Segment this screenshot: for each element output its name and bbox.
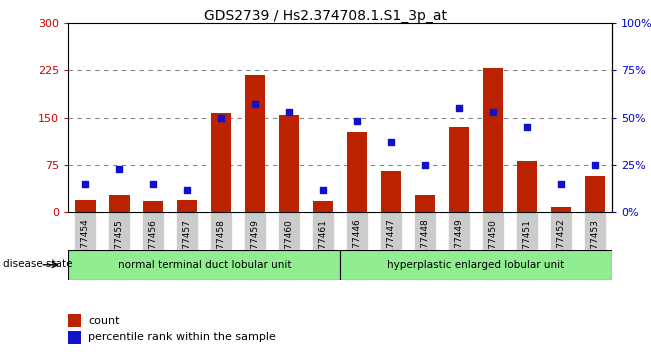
Bar — [340, 250, 612, 280]
Point — [386, 139, 396, 145]
Point — [216, 115, 227, 120]
Bar — [415, 195, 436, 212]
Bar — [347, 132, 367, 212]
Point — [488, 109, 498, 115]
Text: GDS2739 / Hs2.374708.1.S1_3p_at: GDS2739 / Hs2.374708.1.S1_3p_at — [204, 9, 447, 23]
Bar — [211, 113, 232, 212]
Bar — [68, 314, 81, 327]
Point — [284, 109, 294, 115]
Point — [454, 105, 464, 111]
Point — [420, 162, 430, 168]
Point — [352, 119, 363, 124]
Text: hyperplastic enlarged lobular unit: hyperplastic enlarged lobular unit — [387, 259, 564, 270]
Text: count: count — [88, 316, 119, 326]
Bar — [109, 195, 130, 212]
Point — [114, 166, 124, 172]
Bar — [143, 201, 163, 212]
Bar — [381, 171, 401, 212]
Point — [182, 187, 193, 193]
Point — [522, 124, 533, 130]
Bar — [177, 200, 197, 212]
Bar — [68, 331, 81, 344]
Text: normal terminal duct lobular unit: normal terminal duct lobular unit — [117, 259, 291, 270]
Point — [556, 181, 566, 187]
Text: disease state: disease state — [3, 259, 73, 269]
Point — [250, 102, 260, 107]
Bar — [483, 68, 503, 212]
Text: percentile rank within the sample: percentile rank within the sample — [88, 332, 276, 342]
Point — [318, 187, 328, 193]
Bar — [279, 115, 299, 212]
Bar — [313, 201, 333, 212]
Point — [590, 162, 600, 168]
Bar — [551, 207, 571, 212]
Point — [80, 181, 90, 187]
Bar — [68, 250, 340, 280]
Bar — [245, 75, 266, 212]
Point — [148, 181, 158, 187]
Bar — [585, 176, 605, 212]
Bar — [517, 161, 537, 212]
Bar — [449, 127, 469, 212]
Bar — [75, 200, 96, 212]
